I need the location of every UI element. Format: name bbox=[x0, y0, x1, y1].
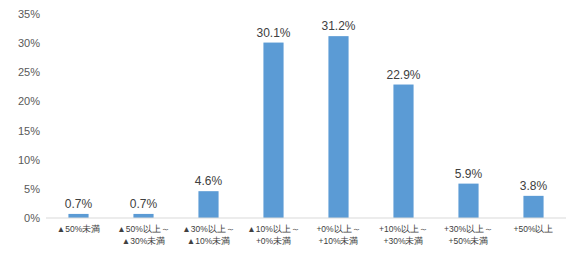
x-tick-label: ▲50%以上～▲30%未満 bbox=[117, 224, 169, 246]
bar bbox=[133, 214, 153, 218]
bar bbox=[393, 85, 413, 218]
x-tick-label: +10%以上～+30%未満 bbox=[379, 224, 428, 246]
bar bbox=[328, 36, 348, 218]
y-tick-label: 35% bbox=[18, 8, 40, 20]
data-label: 3.8% bbox=[520, 179, 548, 193]
x-tick-label: ▲10%以上～+0%未満 bbox=[247, 224, 299, 246]
y-tick-label: 20% bbox=[18, 95, 40, 107]
data-label: 4.6% bbox=[195, 174, 223, 188]
bar bbox=[198, 191, 218, 218]
y-tick-label: 15% bbox=[18, 125, 40, 137]
bar bbox=[263, 43, 283, 218]
data-label: 22.9% bbox=[386, 68, 420, 82]
x-tick-label: +50%以上 bbox=[514, 224, 554, 234]
bar bbox=[458, 184, 478, 218]
data-label: 31.2% bbox=[321, 19, 355, 33]
y-tick-label: 10% bbox=[18, 154, 40, 166]
chart: 0% 5% 10% 15% 20% 25% 30% 35% 0.7% 0.7% 4.6% 30.1% 3… bbox=[0, 0, 573, 258]
x-axis-line bbox=[46, 218, 566, 219]
bar bbox=[523, 196, 543, 218]
bar bbox=[68, 214, 88, 218]
x-tick-label: +30%以上～+50%未満 bbox=[444, 224, 493, 246]
data-label: 0.7% bbox=[65, 197, 93, 211]
x-tick-label: +0%以上～+10%未満 bbox=[316, 224, 360, 246]
y-tick-label: 0% bbox=[24, 212, 40, 224]
y-tick-label: 25% bbox=[18, 66, 40, 78]
bars bbox=[68, 36, 543, 218]
y-tick-label: 30% bbox=[18, 37, 40, 49]
y-tick-label: 5% bbox=[24, 183, 40, 195]
data-label: 30.1% bbox=[256, 26, 290, 40]
data-label: 0.7% bbox=[130, 197, 158, 211]
data-label: 5.9% bbox=[455, 167, 483, 181]
x-tick-label: ▲50%未満 bbox=[57, 224, 100, 234]
x-tick-label: ▲30%以上～▲10%未満 bbox=[182, 224, 234, 246]
